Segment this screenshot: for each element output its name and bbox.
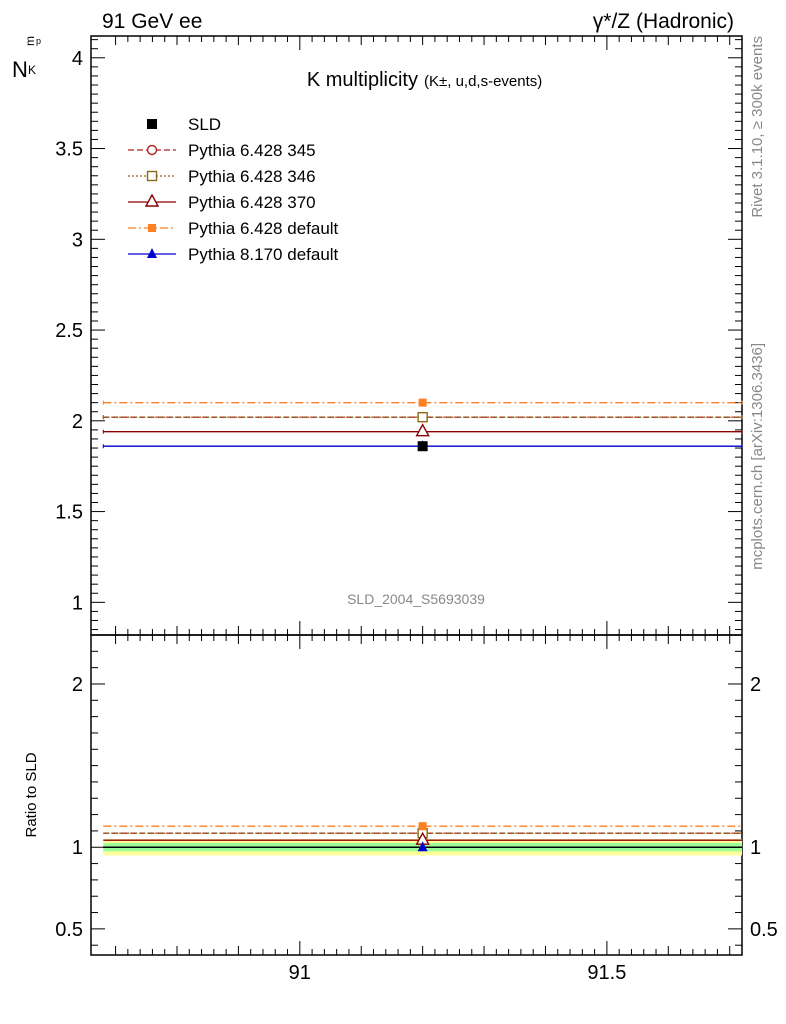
legend-entry: Pythia 6.428 346	[128, 167, 316, 186]
series-4-ratio-marker	[418, 822, 427, 831]
series-3-marker	[415, 423, 430, 437]
series-layer	[102, 398, 743, 852]
legend-marker	[146, 170, 158, 182]
legend-entry: Pythia 6.428 345	[128, 141, 316, 160]
ratio-y-tick-label: 1	[72, 837, 83, 859]
y-axis-label-m: m	[23, 36, 37, 46]
legend-label: SLD	[188, 115, 221, 134]
legend-marker	[148, 224, 156, 232]
chart-subtitle: (K±, u,d,s-events)	[424, 73, 542, 90]
watermark: SLD_2004_S5693039	[347, 591, 485, 607]
legend-label: Pythia 6.428 370	[188, 193, 316, 212]
series-5-ratio-marker	[417, 841, 428, 852]
sld-data-point	[417, 441, 428, 452]
legend-entry: Pythia 8.170 default	[128, 245, 339, 264]
legend-label: Pythia 6.428 345	[188, 141, 316, 160]
y-axis-label-sub: K	[28, 63, 36, 77]
y-tick-label: 4	[72, 48, 83, 70]
ratio-y-tick-label-right: 0.5	[750, 919, 778, 941]
legend-marker	[147, 119, 157, 129]
rivet-label: Rivet 3.1.10, ≥ 300k events	[749, 36, 766, 218]
ratio-y-tick-label-right: 1	[750, 837, 761, 859]
x-tick-label: 91	[289, 962, 311, 984]
axis-ticks: 1 1.5 2 2.5 3 3.5 4 0.5 0.5 1 1 2 2 91 91.5	[55, 36, 778, 984]
chart-title: K multiplicity	[307, 69, 418, 91]
y-tick-label: 3	[72, 229, 83, 251]
series-4-marker	[418, 398, 427, 407]
legend-label: Pythia 6.428 346	[188, 167, 316, 186]
ratio-y-tick-label-right: 2	[750, 674, 761, 696]
legend-label: Pythia 6.428 default	[188, 219, 339, 238]
legend-marker	[147, 248, 157, 258]
y-tick-label: 2	[72, 411, 83, 433]
x-tick-label: 91.5	[587, 962, 626, 984]
y-axis-label-sup: p	[36, 36, 41, 46]
series-2-marker	[417, 411, 428, 423]
mcplots-label: mcplots.cern.ch [arXiv:1306.3436]	[749, 343, 766, 570]
legend-entry: Pythia 6.428 default	[128, 219, 339, 238]
y-tick-label: 1	[72, 592, 83, 614]
ratio-y-axis-label: Ratio to SLD	[23, 752, 40, 837]
y-tick-label: 1.5	[55, 502, 83, 524]
header-left: 91 GeV ee	[102, 10, 202, 33]
header-right: γ*/Z (Hadronic)	[593, 10, 734, 33]
legend-label: Pythia 8.170 default	[188, 245, 339, 264]
legend-marker	[146, 144, 158, 156]
legend-entry: SLD	[147, 115, 221, 134]
ratio-y-tick-label: 0.5	[55, 919, 83, 941]
ratio-frame	[90, 634, 743, 956]
y-tick-label: 2.5	[55, 320, 83, 342]
legend-marker	[144, 193, 160, 207]
ratio-y-tick-label: 2	[72, 674, 83, 696]
legend: SLD Pythia 6.428 345 Pythia 6.428 346 Pythi…	[128, 115, 339, 264]
y-tick-label: 3.5	[55, 139, 83, 161]
y-axis-label: N	[12, 57, 28, 82]
legend-entry: Pythia 6.428 370	[128, 193, 316, 212]
